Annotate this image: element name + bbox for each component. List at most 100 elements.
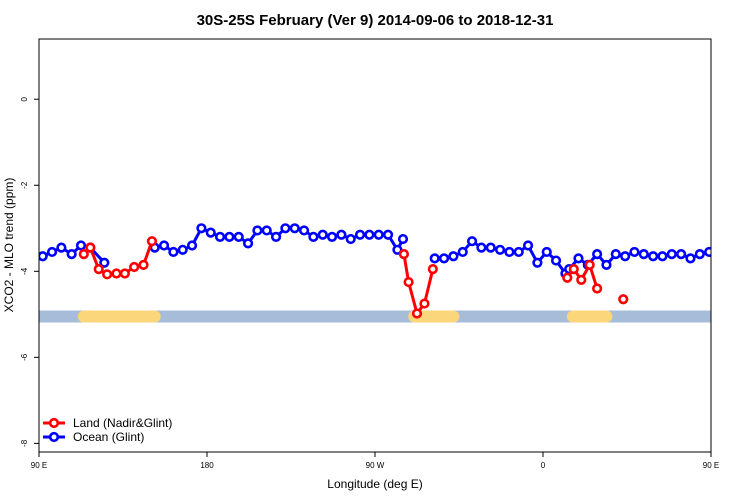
- data-point: [75, 240, 87, 251]
- data-point: [186, 240, 198, 251]
- data-point: [214, 231, 226, 242]
- data-point: [56, 242, 67, 253]
- data-point: [620, 251, 631, 262]
- data-point: [532, 257, 543, 268]
- legend: Land (Nadir&Glint)Ocean (Glint): [43, 416, 172, 444]
- x-axis-label: Longitude (deg E): [327, 477, 422, 491]
- data-point: [261, 225, 272, 236]
- y-tick-label: -8: [20, 439, 29, 447]
- data-point: [592, 249, 603, 260]
- data-point: [457, 246, 468, 258]
- data-point: [504, 246, 515, 258]
- y-tick-label: -6: [20, 353, 29, 361]
- data-point: [289, 223, 300, 234]
- data-point: [550, 255, 562, 266]
- data-point: [66, 249, 77, 260]
- y-tick-label: -4: [20, 267, 29, 275]
- data-point: [403, 276, 414, 288]
- data-point: [568, 264, 579, 275]
- data-point: [724, 252, 732, 260]
- data-point: [168, 246, 179, 258]
- data-point: [242, 238, 254, 249]
- data-point: [298, 225, 310, 236]
- data-point: [485, 242, 496, 253]
- data-point: [618, 294, 629, 305]
- data-point: [584, 259, 595, 270]
- series-land: [78, 236, 629, 319]
- data-point: [562, 272, 573, 283]
- series-ocean: [39, 223, 732, 279]
- x-tick-label: 0: [541, 461, 546, 470]
- data-point: [429, 253, 440, 264]
- legend-marker: [48, 417, 60, 429]
- data-point: [85, 242, 96, 253]
- data-point: [427, 264, 438, 275]
- data-point: [317, 229, 328, 240]
- data-point: [576, 274, 587, 286]
- data-point: [102, 269, 113, 280]
- data-point: [541, 246, 552, 258]
- data-point: [93, 264, 104, 275]
- data-point: [513, 246, 524, 258]
- data-point: [592, 283, 603, 294]
- plot-frame: [38, 38, 712, 453]
- data-point: [411, 308, 423, 319]
- data-point: [280, 223, 291, 234]
- legend-marker: [48, 431, 60, 443]
- y-tick-label: -2: [20, 181, 29, 189]
- data-point: [364, 229, 375, 240]
- data-point: [46, 246, 58, 258]
- data-point: [308, 231, 319, 242]
- series-layer: [39, 223, 732, 319]
- data-point: [494, 244, 506, 255]
- data-point: [39, 251, 48, 262]
- data-point: [685, 253, 696, 264]
- data-point: [373, 229, 384, 240]
- data-point: [694, 249, 705, 260]
- data-point: [99, 257, 110, 268]
- data-point: [177, 244, 188, 255]
- y-axis-label: XCO2 - MLO trend (ppm): [2, 178, 16, 313]
- legend-item: Land (Nadir&Glint): [43, 416, 172, 430]
- x-tick-label: 90 E: [31, 461, 47, 470]
- data-point: [466, 236, 478, 247]
- data-point: [629, 246, 640, 258]
- data-point: [601, 259, 612, 270]
- data-point: [224, 231, 235, 242]
- x-tick-label: 180: [200, 461, 214, 470]
- data-point: [419, 298, 430, 309]
- data-point: [448, 251, 459, 262]
- chart-title: 30S-25S February (Ver 9) 2014-09-06 to 2…: [197, 12, 554, 29]
- y-tick-label: 0: [20, 96, 29, 101]
- x-axis: 90 E 180 90 W 0 90 E: [31, 452, 719, 470]
- x-tick-label: 90 W: [366, 461, 385, 470]
- data-point: [270, 231, 282, 242]
- data-point: [119, 268, 130, 279]
- data-point: [573, 253, 584, 264]
- data-point: [129, 261, 140, 273]
- data-point: [522, 240, 534, 251]
- data-point: [111, 268, 122, 279]
- data-point: [657, 251, 668, 262]
- data-point: [715, 244, 723, 252]
- data-point: [438, 253, 450, 264]
- data-point: [354, 229, 366, 240]
- legend-label: Land (Nadir&Glint): [73, 416, 172, 430]
- data-point: [252, 225, 263, 236]
- data-point: [78, 249, 89, 260]
- x-tick-label: 90 E: [703, 461, 719, 470]
- data-point: [146, 236, 158, 247]
- data-point: [205, 227, 216, 238]
- data-point: [138, 259, 149, 270]
- data-point: [648, 251, 659, 262]
- legend-item: Ocean (Glint): [43, 430, 144, 444]
- data-point: [382, 229, 394, 240]
- data-point: [476, 242, 487, 253]
- data-point: [704, 246, 711, 258]
- data-point: [610, 249, 621, 260]
- data-point: [196, 223, 207, 234]
- data-point: [336, 229, 347, 240]
- data-point: [397, 233, 409, 245]
- y-axis: 0 -2 -4 -6 -8: [20, 96, 39, 447]
